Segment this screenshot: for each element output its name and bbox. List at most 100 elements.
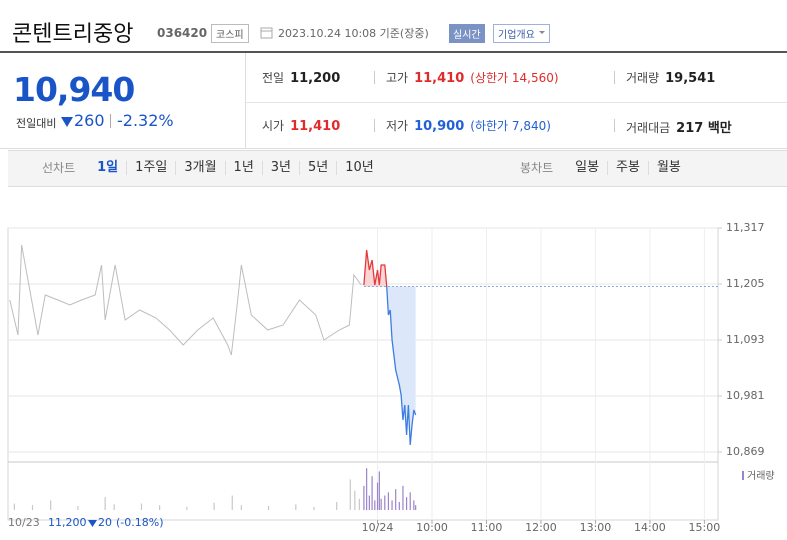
- footer-change: 20: [98, 516, 112, 529]
- stat: 거래량 19,541: [626, 69, 715, 86]
- x-tick-label: 10/24: [362, 521, 394, 534]
- stat: 거래대금 217 백만: [626, 117, 732, 136]
- change-percent: -2.32%: [117, 111, 174, 130]
- x-tick-label: 12:00: [525, 521, 557, 534]
- header-rule: [0, 51, 787, 53]
- tab[interactable]: 주봉: [607, 161, 648, 175]
- stat-value: 11,200: [290, 71, 341, 86]
- volume-bar: [391, 500, 393, 510]
- stock-name: 콘텐트리중앙: [12, 22, 134, 47]
- datetime: 2023.10.24 10:08 기준(장중): [278, 27, 429, 40]
- stat-label: 고가: [386, 71, 409, 85]
- volume-bar: [267, 505, 270, 510]
- volume-bar: [363, 485, 365, 510]
- tab[interactable]: 10년: [336, 161, 382, 175]
- tab[interactable]: 일봉: [575, 160, 600, 175]
- tab[interactable]: 월봉: [647, 161, 689, 175]
- y-tick-label: 11,317: [726, 221, 765, 234]
- volume-bar: [366, 468, 368, 510]
- stat-label: 거래량: [626, 71, 660, 85]
- tab-label: 선차트: [42, 161, 76, 175]
- x-tick-label: 14:00: [634, 521, 666, 534]
- footer-price: 11,200: [48, 516, 87, 529]
- volume-bar: [231, 495, 233, 510]
- stat: 전일 11,200: [262, 69, 340, 86]
- stat-label: 전일: [262, 71, 285, 85]
- x-tick-label: 15:00: [689, 521, 721, 534]
- clock-icon: [260, 27, 273, 39]
- volume-bar: [140, 503, 143, 510]
- dropdown-arrow: [538, 31, 545, 37]
- stat-value: 11,410: [414, 71, 465, 86]
- volume-bar: [336, 501, 338, 510]
- volume-bar: [31, 505, 34, 510]
- volume-bar: [378, 471, 380, 510]
- volume-bar: [371, 476, 373, 510]
- change-value: 260: [74, 111, 105, 130]
- tab[interactable]: 5년: [299, 161, 336, 175]
- volume-bar: [402, 485, 404, 510]
- price-line-up: [363, 249, 388, 287]
- volume-bar: [374, 500, 376, 510]
- stat: 시가 11,410: [262, 117, 340, 134]
- volume-bar: [295, 504, 297, 510]
- footer-arrow: [88, 520, 97, 527]
- volume-bar: [313, 506, 315, 510]
- volume-legend: 거래량: [747, 470, 775, 482]
- price-line: [9, 244, 362, 356]
- stat: 저가 10,900 (하한가 7,840): [386, 117, 551, 134]
- stat: 고가 11,410 (상한가 14,560): [386, 69, 559, 86]
- volume-bar: [413, 500, 415, 510]
- line-tabs: 선차트 1일 1주일 3개월 1년 3년 5년 10년: [42, 161, 382, 175]
- volume-bar: [13, 503, 15, 510]
- tab-label: 봉차트: [520, 161, 554, 175]
- volume-bar: [113, 504, 115, 510]
- company-info-label: 기업개요: [498, 30, 535, 41]
- stat-value: 10,900: [414, 119, 465, 134]
- volume-bar: [376, 482, 379, 510]
- tab[interactable]: 1년: [224, 161, 262, 175]
- divider: [0, 148, 787, 149]
- stat-value: 11,410: [290, 119, 341, 134]
- stat-value: 217 백만: [676, 121, 732, 136]
- stat-value: 19,541: [665, 71, 716, 86]
- candle-tabs: 봉차트 일봉 주봉 월봉: [520, 161, 689, 175]
- volume-bar: [358, 498, 360, 510]
- volume-bar: [50, 500, 52, 510]
- tab[interactable]: 3년: [261, 161, 299, 175]
- volume-legend-swatch: [742, 471, 744, 480]
- volume-bar: [77, 505, 79, 510]
- down-arrow: [61, 117, 73, 127]
- y-tick-label: 10,981: [726, 389, 765, 402]
- volume-bar: [213, 502, 215, 510]
- divider: [246, 102, 787, 103]
- separator: [110, 114, 111, 128]
- stat-extra: (상한가 14,560): [470, 71, 559, 85]
- volume-bar: [380, 498, 382, 510]
- volume-bar: [240, 505, 242, 510]
- company-info-button[interactable]: 기업개요: [493, 24, 550, 43]
- volume-bar: [415, 505, 417, 510]
- price-line-down: [386, 286, 417, 446]
- divider: [245, 53, 246, 148]
- tab[interactable]: 1주일: [126, 161, 175, 175]
- tab[interactable]: 3개월: [175, 161, 224, 175]
- volume-bar: [409, 492, 411, 510]
- separator: [614, 71, 615, 84]
- volume-bar: [104, 497, 106, 510]
- stock-code: 036420: [157, 26, 208, 40]
- x-tick-label: 11:00: [471, 521, 503, 534]
- volume-bar: [159, 505, 161, 510]
- current-price: 10,940: [13, 70, 135, 109]
- separator: [614, 119, 615, 132]
- separator: [374, 119, 375, 132]
- realtime-badge[interactable]: 실시간: [449, 24, 485, 43]
- separator: [374, 71, 375, 84]
- plot-frame: [7, 227, 719, 521]
- volume-bar: [354, 490, 356, 510]
- change-label: 전일대비: [16, 117, 57, 130]
- volume-bar: [384, 495, 386, 510]
- tab[interactable]: 1일: [97, 160, 119, 175]
- tab-bar: [8, 150, 787, 187]
